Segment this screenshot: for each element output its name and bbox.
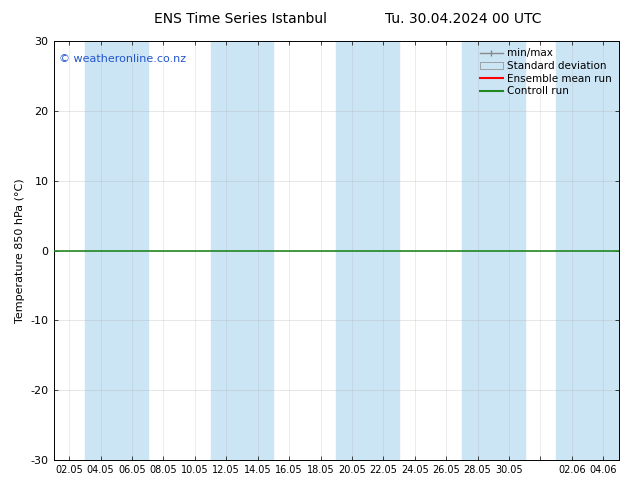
Y-axis label: Temperature 850 hPa (°C): Temperature 850 hPa (°C) <box>15 178 25 323</box>
Bar <box>85 41 148 460</box>
Bar <box>210 41 273 460</box>
Bar <box>556 41 619 460</box>
Text: © weatheronline.co.nz: © weatheronline.co.nz <box>59 53 186 64</box>
Text: Tu. 30.04.2024 00 UTC: Tu. 30.04.2024 00 UTC <box>385 12 541 26</box>
Legend: min/max, Standard deviation, Ensemble mean run, Controll run: min/max, Standard deviation, Ensemble me… <box>477 46 614 98</box>
Bar <box>336 41 399 460</box>
Bar <box>462 41 525 460</box>
Text: ENS Time Series Istanbul: ENS Time Series Istanbul <box>155 12 327 26</box>
